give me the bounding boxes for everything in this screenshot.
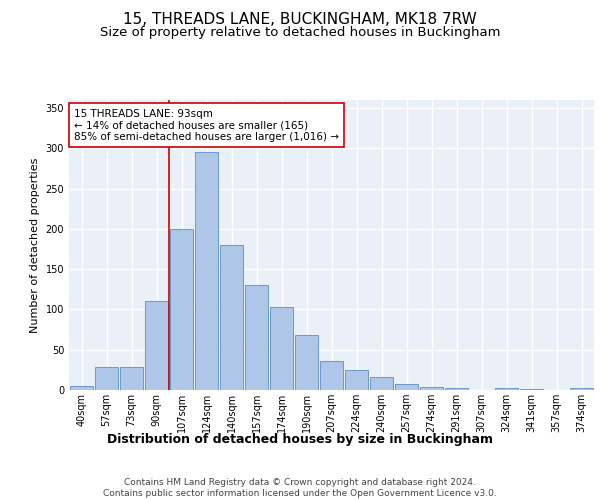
Text: Size of property relative to detached houses in Buckingham: Size of property relative to detached ho… <box>100 26 500 39</box>
Bar <box>494 388 518 390</box>
Bar <box>320 361 343 390</box>
Text: 15, THREADS LANE, BUCKINGHAM, MK18 7RW: 15, THREADS LANE, BUCKINGHAM, MK18 7RW <box>123 12 477 28</box>
Bar <box>445 388 469 390</box>
Bar <box>395 384 418 390</box>
Text: Distribution of detached houses by size in Buckingham: Distribution of detached houses by size … <box>107 432 493 446</box>
Bar <box>520 389 544 390</box>
Bar <box>220 245 244 390</box>
Bar <box>95 368 118 390</box>
Bar <box>170 229 193 390</box>
Bar <box>245 286 268 390</box>
Bar <box>269 307 293 390</box>
Bar <box>145 302 169 390</box>
Text: Contains HM Land Registry data © Crown copyright and database right 2024.
Contai: Contains HM Land Registry data © Crown c… <box>103 478 497 498</box>
Bar <box>344 370 368 390</box>
Bar <box>419 387 443 390</box>
Bar <box>194 152 218 390</box>
Y-axis label: Number of detached properties: Number of detached properties <box>30 158 40 332</box>
Text: 15 THREADS LANE: 93sqm
← 14% of detached houses are smaller (165)
85% of semi-de: 15 THREADS LANE: 93sqm ← 14% of detached… <box>74 108 339 142</box>
Bar <box>569 388 593 390</box>
Bar <box>370 377 394 390</box>
Bar <box>295 335 319 390</box>
Bar <box>70 386 94 390</box>
Bar <box>119 368 143 390</box>
